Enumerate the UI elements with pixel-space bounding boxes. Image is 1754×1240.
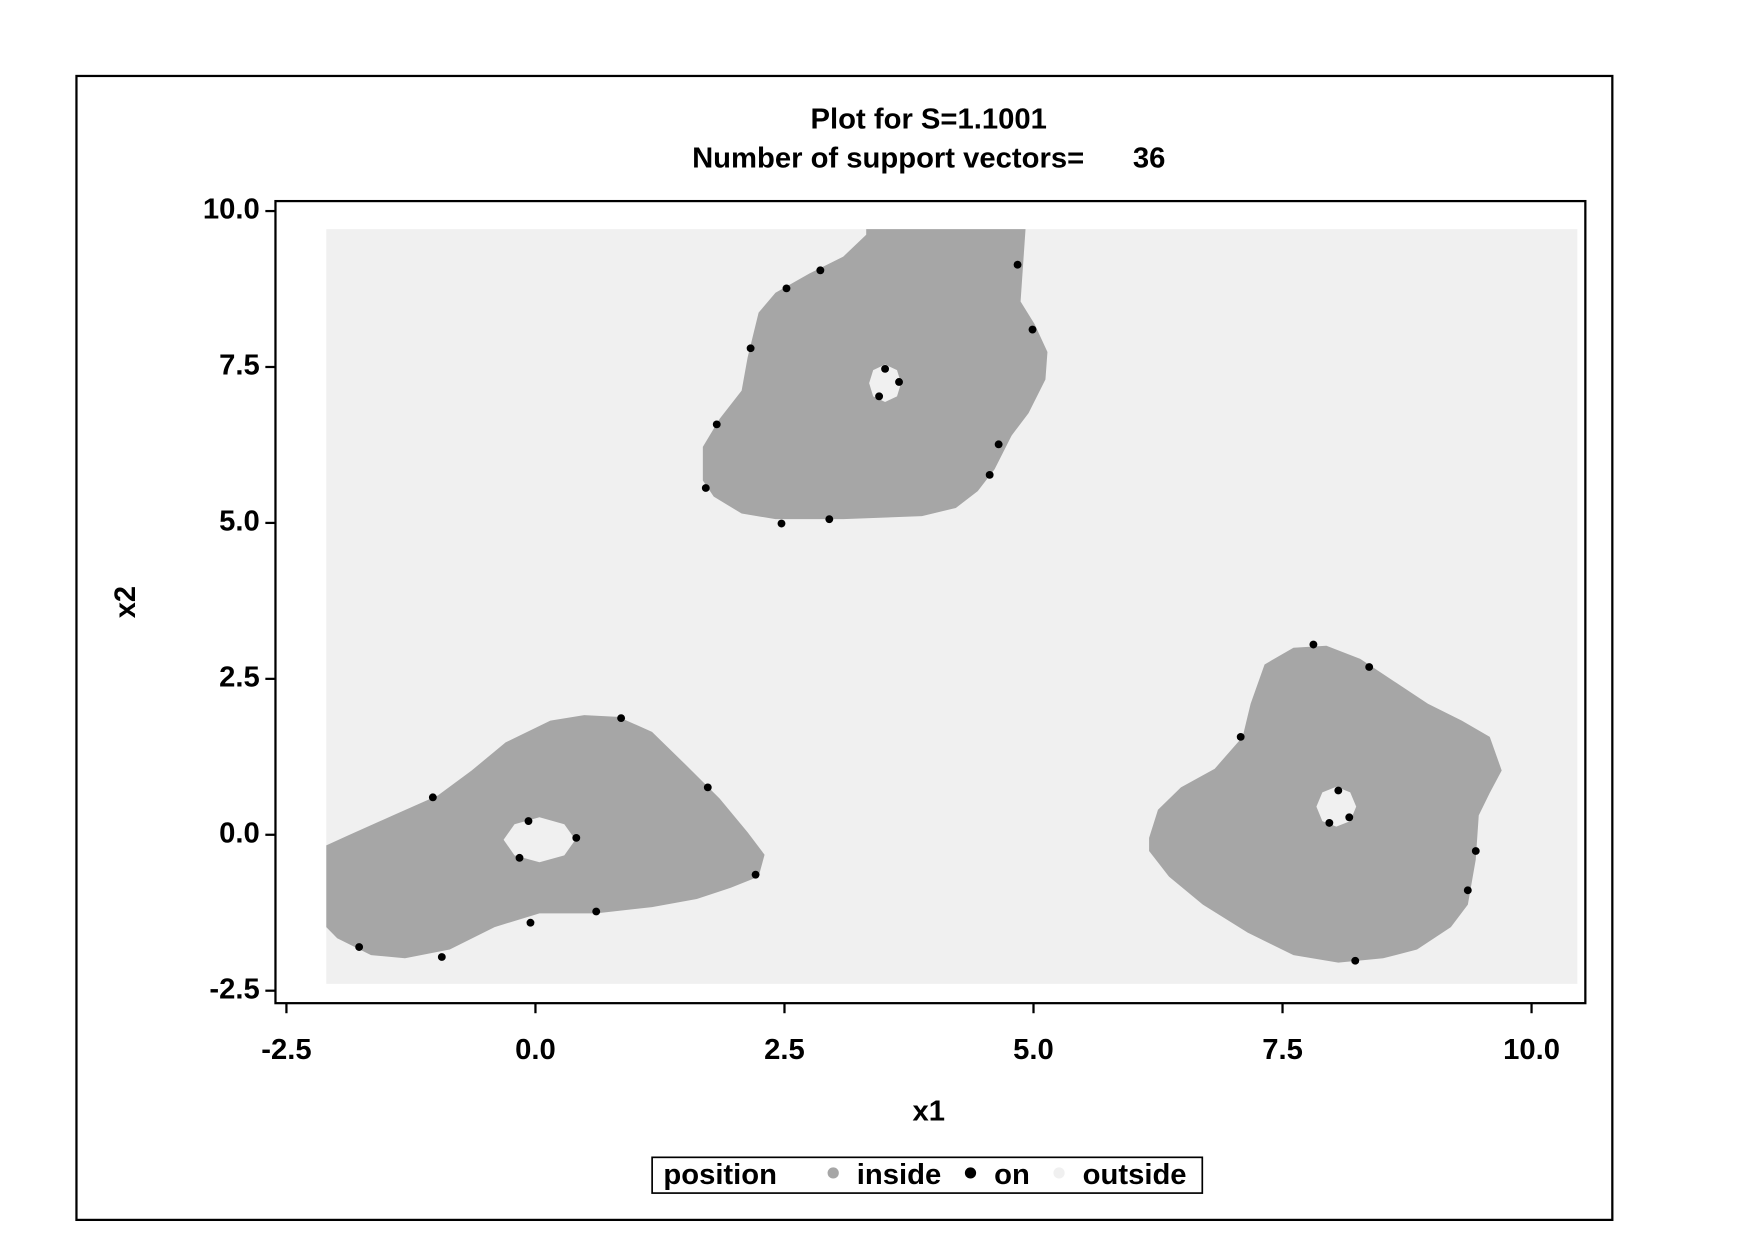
y-tick-label: 7.5	[219, 350, 260, 382]
point-on	[1325, 819, 1334, 827]
legend-title: position	[663, 1159, 777, 1191]
point-on	[515, 853, 524, 862]
point-on	[617, 714, 626, 723]
chart-title: Plot for S=1.1001	[811, 103, 1047, 135]
point-on	[1236, 732, 1245, 741]
point-on	[592, 907, 601, 916]
point-on	[428, 793, 437, 802]
point-on	[777, 519, 786, 528]
y-tick-label: 2.5	[219, 662, 260, 694]
y-tick-label: 10.0	[203, 194, 260, 226]
y-axis-label: x2	[110, 586, 142, 618]
point-on	[437, 953, 446, 961]
legend-marker	[827, 1167, 839, 1179]
point-on	[816, 266, 825, 275]
point-on	[1471, 847, 1480, 855]
point-on	[1351, 956, 1360, 965]
point-on	[524, 817, 533, 825]
point-on	[895, 378, 903, 386]
y-tick-label: -2.5	[209, 973, 259, 1005]
y-tick-label: 0.0	[219, 818, 260, 850]
point-on	[875, 392, 884, 401]
x-tick-label: 5.0	[1013, 1034, 1054, 1066]
legend-label: inside	[857, 1159, 941, 1191]
outer-frame	[75, 74, 1614, 1222]
point-on	[712, 420, 721, 429]
point-on	[1028, 325, 1037, 334]
region-inside	[326, 229, 1502, 963]
legend-marker	[1053, 1167, 1065, 1179]
point-on	[1309, 640, 1318, 649]
legend-label: on	[994, 1159, 1030, 1191]
point-on	[703, 783, 712, 792]
legend-marker	[964, 1167, 977, 1179]
y-tick-label: 5.0	[219, 506, 260, 538]
plot-area	[326, 229, 1578, 984]
plot-frame	[274, 199, 1587, 1005]
point-on	[751, 870, 760, 879]
point-on	[881, 364, 890, 373]
point-on	[985, 470, 994, 479]
point-on	[1365, 663, 1374, 671]
point-on	[1345, 813, 1354, 822]
point-on	[825, 515, 834, 524]
point-on	[701, 484, 710, 492]
x-tick-label: -2.5	[261, 1034, 311, 1066]
point-on	[994, 440, 1003, 449]
x-tick-label: 10.0	[1503, 1034, 1560, 1066]
chart-subtitle: Number of support vectors= 36	[692, 142, 1165, 174]
point-on	[355, 943, 364, 951]
point-on	[782, 284, 791, 293]
point-on	[1334, 786, 1343, 795]
legend	[651, 1156, 1204, 1194]
x-tick-label: 2.5	[764, 1034, 805, 1066]
x-axis-label: x1	[912, 1095, 945, 1127]
x-tick-label: 7.5	[1262, 1034, 1303, 1066]
point-on	[1013, 260, 1022, 269]
point-on	[1463, 886, 1472, 895]
x-tick-label: 0.0	[515, 1034, 556, 1066]
point-on	[746, 344, 755, 353]
point-on	[526, 918, 535, 927]
point-on	[572, 833, 581, 842]
legend-label: outside	[1083, 1159, 1187, 1191]
